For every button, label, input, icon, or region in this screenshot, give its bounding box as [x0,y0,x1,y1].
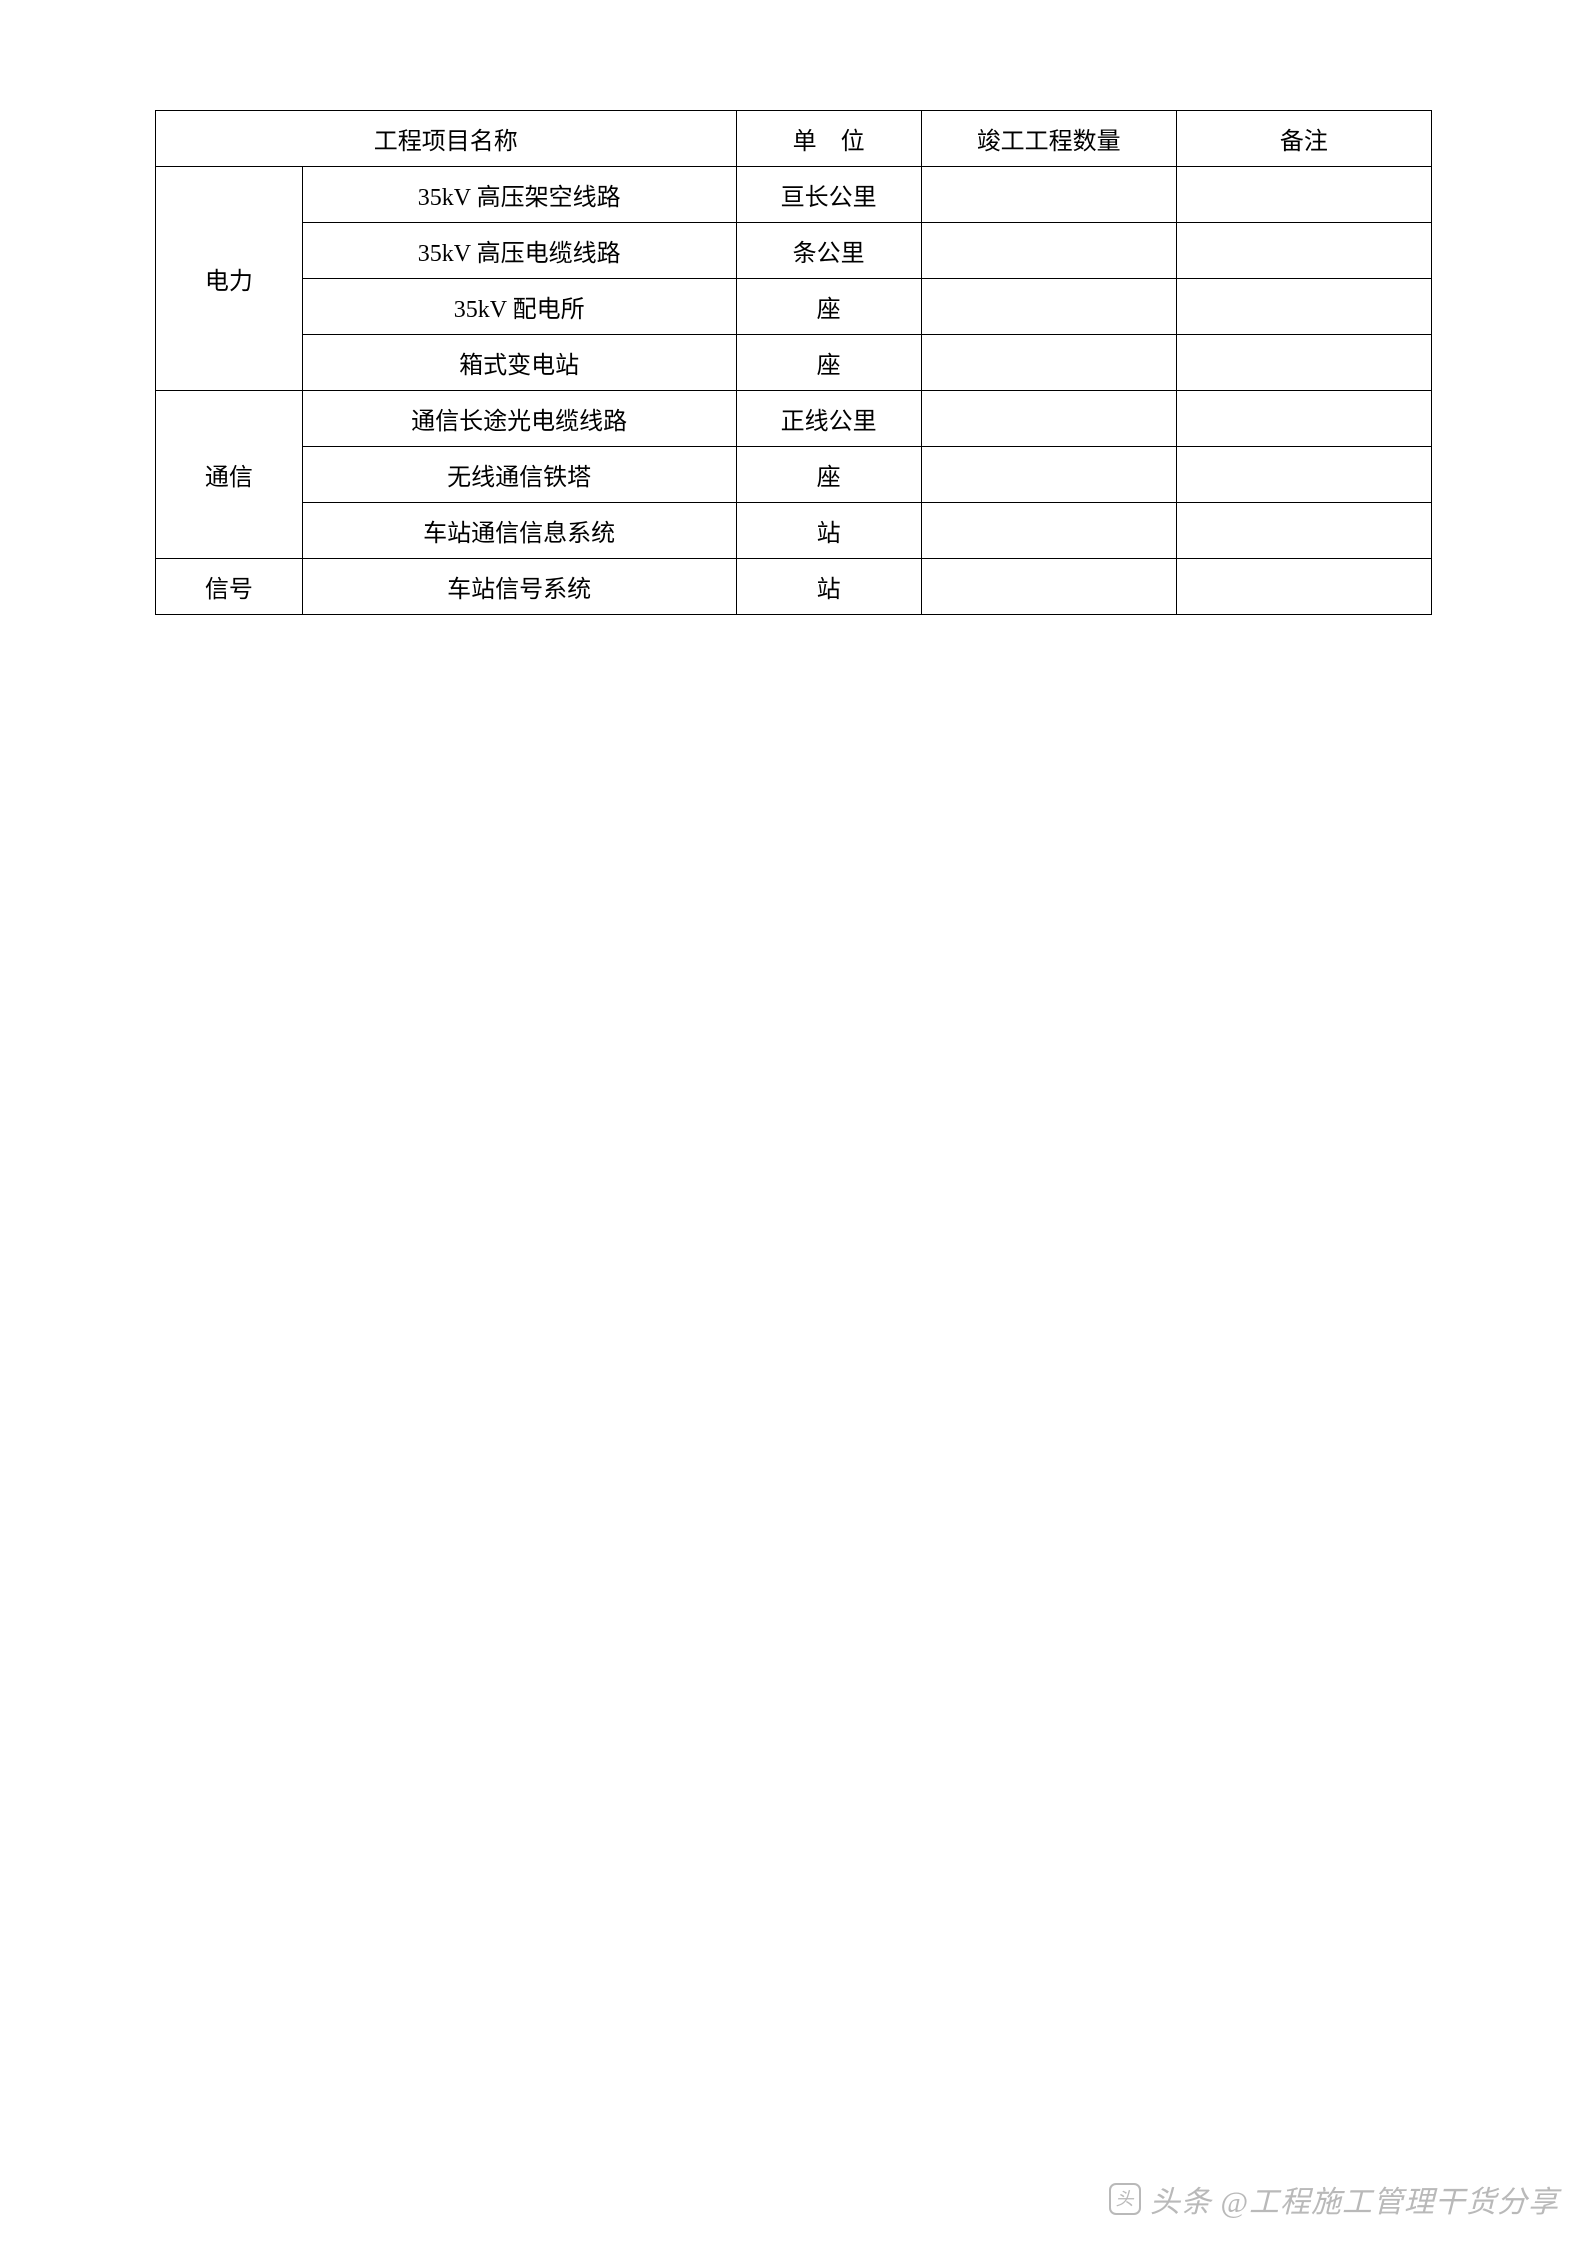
remark-cell [1176,279,1431,335]
table-row: 车站通信信息系统 站 [156,503,1432,559]
quantity-cell [921,223,1176,279]
watermark: 头 头条 @工程施工管理干货分享 [1108,2177,1559,2221]
remark-cell [1176,223,1431,279]
item-cell: 无线通信铁塔 [302,447,736,503]
watermark-icon: 头 [1108,2182,1142,2216]
table-row: 35kV 高压电缆线路 条公里 [156,223,1432,279]
table-row: 通信 通信长途光电缆线路 正线公里 [156,391,1432,447]
item-cell: 通信长途光电缆线路 [302,391,736,447]
table-row: 箱式变电站 座 [156,335,1432,391]
quantity-cell [921,559,1176,615]
header-project-name: 工程项目名称 [156,111,737,167]
item-cell: 35kV 高压架空线路 [302,167,736,223]
remark-cell [1176,391,1431,447]
document-page: 工程项目名称 单 位 竣工工程数量 备注 电力 35kV 高压架空线路 亘长公里… [0,0,1587,615]
table-row: 信号 车站信号系统 站 [156,559,1432,615]
project-table: 工程项目名称 单 位 竣工工程数量 备注 电力 35kV 高压架空线路 亘长公里… [155,110,1432,615]
unit-cell: 站 [736,503,921,559]
item-cell: 车站信号系统 [302,559,736,615]
quantity-cell [921,279,1176,335]
unit-cell: 条公里 [736,223,921,279]
table-header-row: 工程项目名称 单 位 竣工工程数量 备注 [156,111,1432,167]
category-cell: 电力 [156,167,303,391]
remark-cell [1176,167,1431,223]
category-cell: 信号 [156,559,303,615]
item-cell: 35kV 高压电缆线路 [302,223,736,279]
header-remark: 备注 [1176,111,1431,167]
quantity-cell [921,391,1176,447]
header-unit: 单 位 [736,111,921,167]
unit-cell: 座 [736,335,921,391]
table-row: 35kV 配电所 座 [156,279,1432,335]
remark-cell [1176,559,1431,615]
unit-cell: 站 [736,559,921,615]
item-cell: 车站通信信息系统 [302,503,736,559]
table-row: 无线通信铁塔 座 [156,447,1432,503]
unit-cell: 座 [736,447,921,503]
quantity-cell [921,167,1176,223]
svg-text:头: 头 [1115,2189,1134,2209]
quantity-cell [921,447,1176,503]
remark-cell [1176,447,1431,503]
item-cell: 箱式变电站 [302,335,736,391]
unit-cell: 座 [736,279,921,335]
quantity-cell [921,335,1176,391]
watermark-text: 头条 @工程施工管理干货分享 [1150,2177,1559,2221]
category-cell: 通信 [156,391,303,559]
unit-cell: 正线公里 [736,391,921,447]
table-row: 电力 35kV 高压架空线路 亘长公里 [156,167,1432,223]
item-cell: 35kV 配电所 [302,279,736,335]
unit-cell: 亘长公里 [736,167,921,223]
remark-cell [1176,335,1431,391]
header-quantity: 竣工工程数量 [921,111,1176,167]
quantity-cell [921,503,1176,559]
remark-cell [1176,503,1431,559]
